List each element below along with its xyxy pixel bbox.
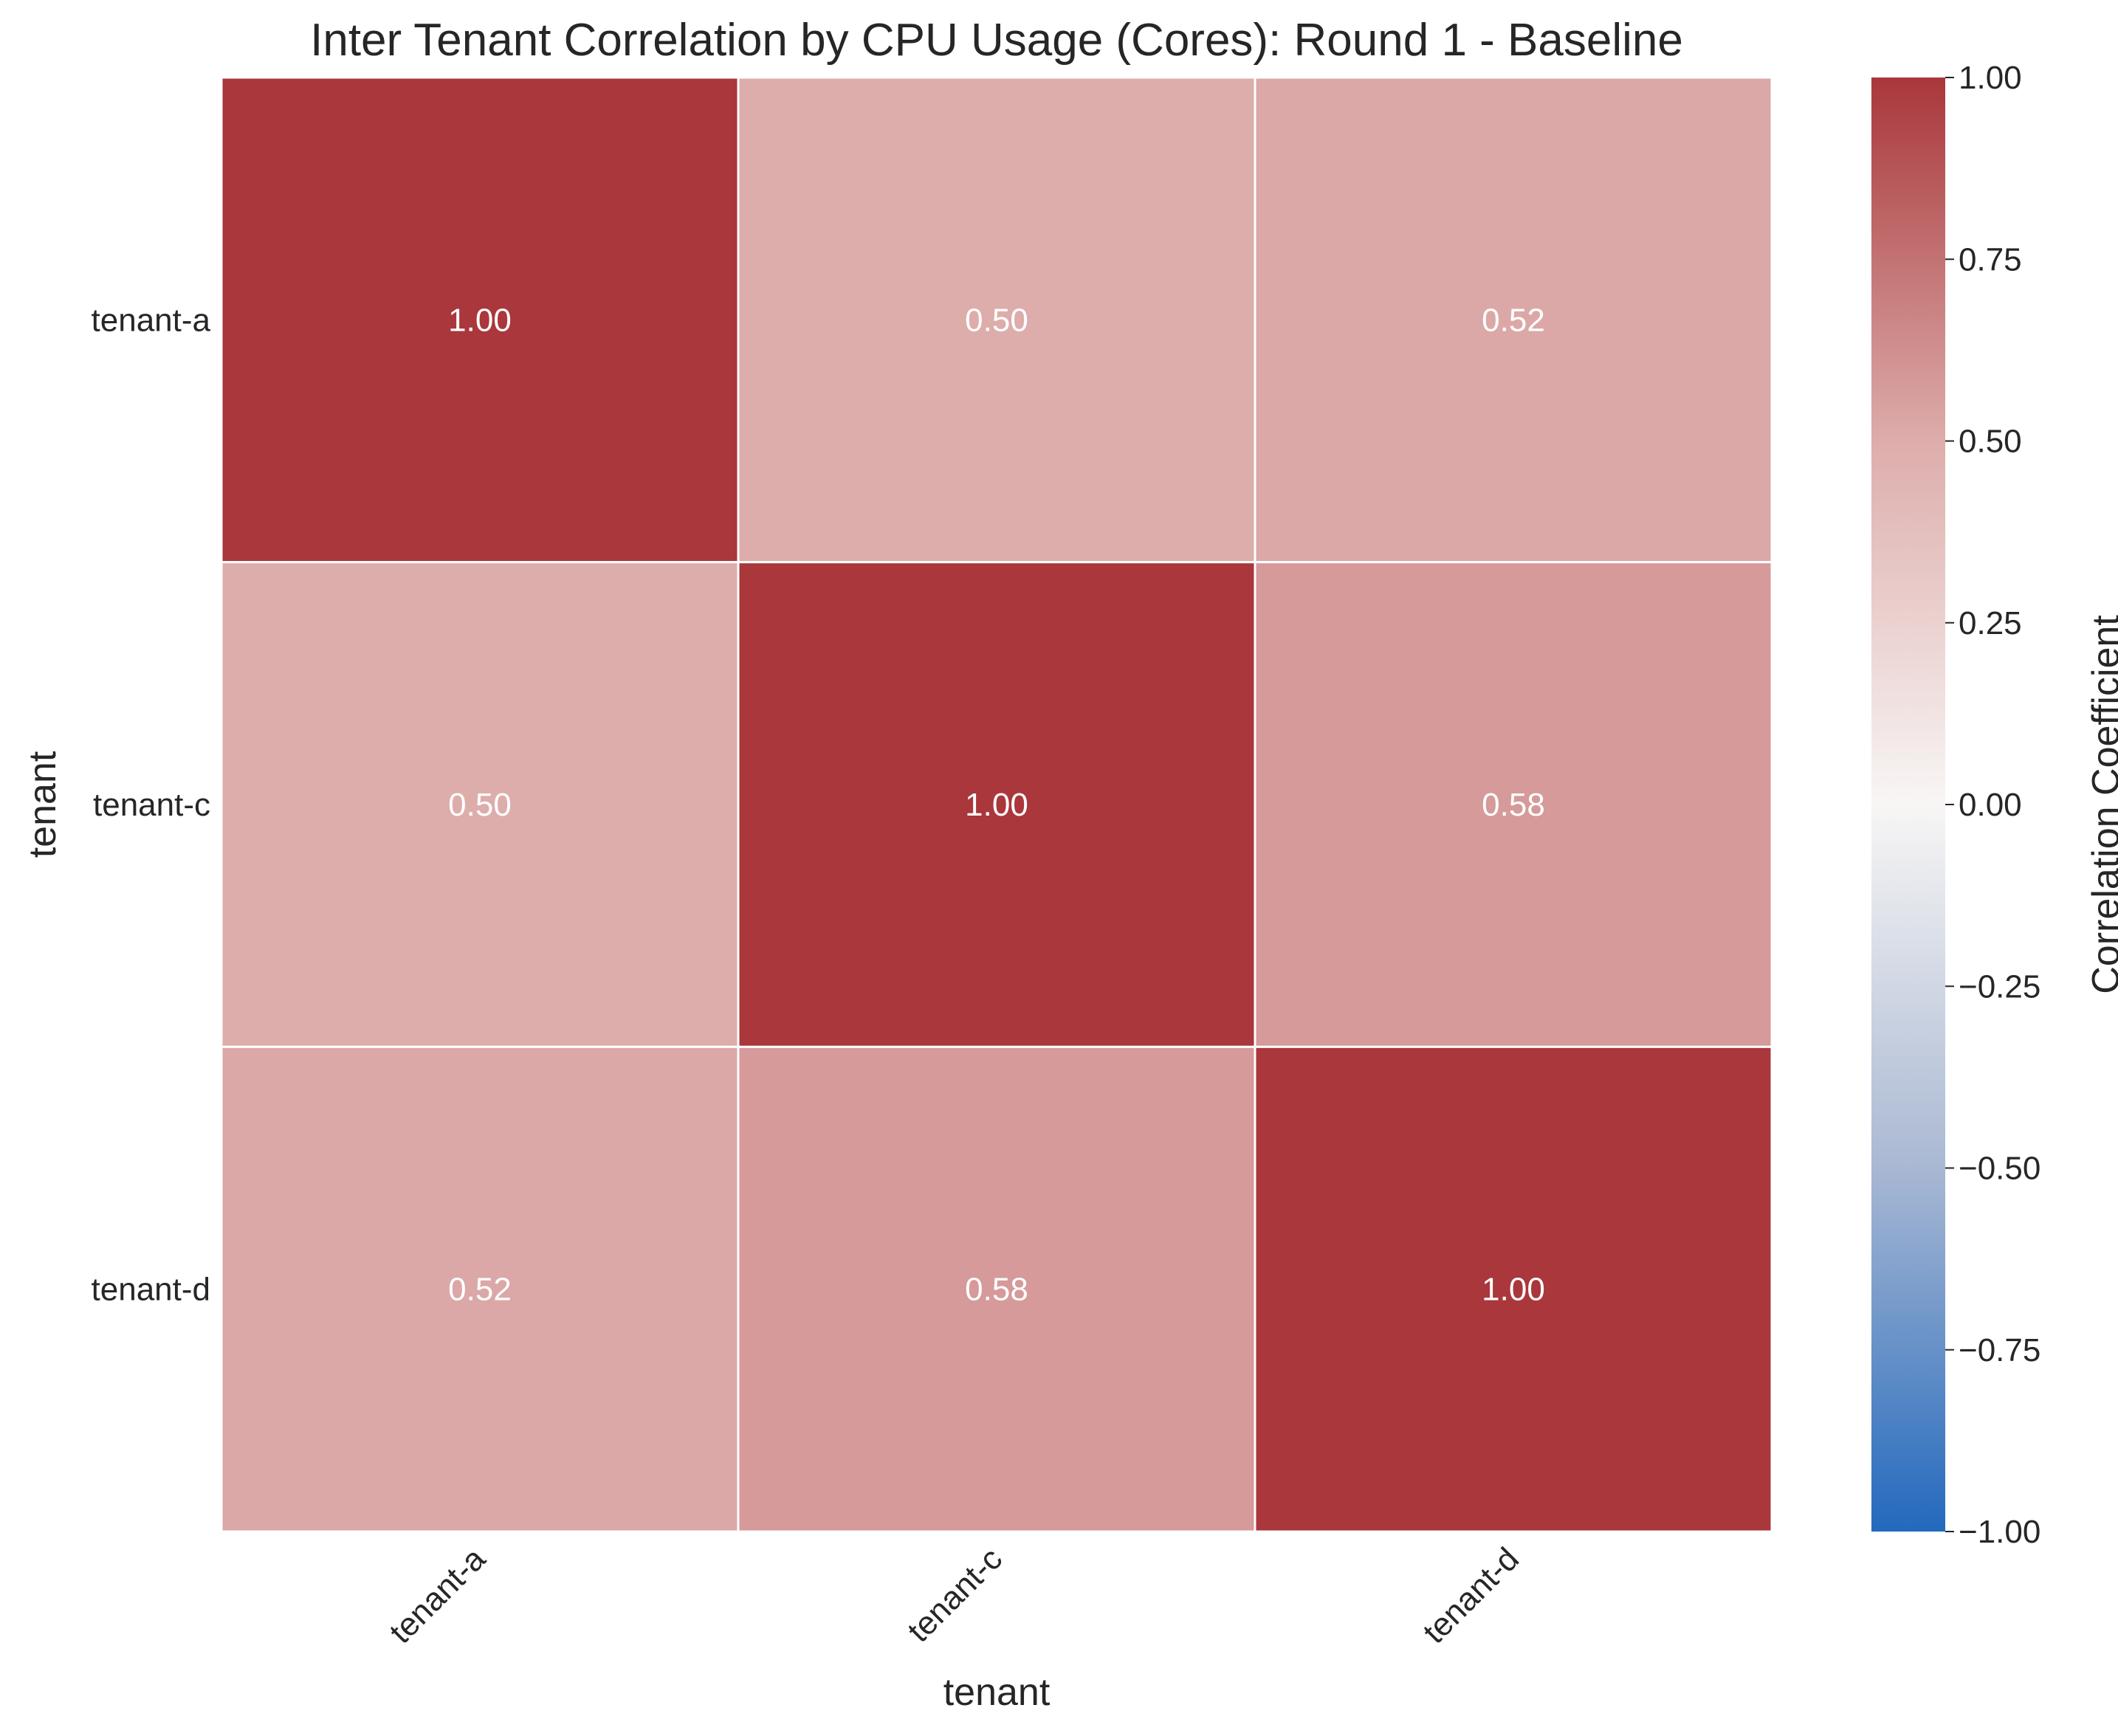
cell-value-label: 1.00: [448, 302, 512, 338]
heatmap-cell: [1254, 1045, 1773, 1533]
heatmap-cells: [220, 76, 1773, 1533]
cell-value-label: 0.58: [1482, 787, 1545, 823]
colorbar-tick-label: −0.25: [1959, 968, 2040, 1005]
colorbar-tick-label: 0.50: [1959, 424, 2022, 460]
y-tick-label: tenant-c: [93, 787, 210, 823]
heatmap-cell: [1254, 76, 1773, 564]
cell-value-label: 1.00: [965, 787, 1028, 823]
cell-value-label: 1.00: [1482, 1272, 1545, 1308]
colorbar-tick-label: 0.75: [1959, 241, 2022, 278]
colorbar-tick-label: 1.00: [1959, 60, 2022, 96]
colorbar-label: Correlation Coefficient: [2085, 615, 2118, 994]
y-axis-ticks: tenant-a tenant-c tenant-d: [92, 302, 211, 1307]
colorbar-tick-label: 0.00: [1959, 787, 2022, 823]
cell-value-label: 0.50: [965, 302, 1028, 338]
colorbar-tick-label: −0.75: [1959, 1332, 2040, 1368]
x-axis-label: tenant: [943, 1671, 1051, 1714]
heatmap-cell: [220, 1045, 740, 1533]
heatmap-cell: [737, 76, 1256, 564]
heatmap-cell: [220, 76, 740, 564]
heatmap-cell: [737, 1045, 1256, 1533]
cell-value-label: 0.52: [1482, 302, 1545, 338]
cell-value-label: 0.52: [448, 1272, 512, 1308]
chart-title: Inter Tenant Correlation by CPU Usage (C…: [310, 15, 1683, 66]
heatmap-cell-labels: 1.00 0.50 0.52 0.50 1.00 0.58 0.52 0.58 1.00: [448, 302, 1545, 1307]
colorbar-tick-label: −0.50: [1959, 1151, 2040, 1187]
heatmap-cell: [1254, 561, 1773, 1048]
y-tick-label: tenant-a: [92, 302, 211, 338]
colorbar-ticks: 1.00 0.75 0.50 0.25 0.00 −0.25 −0.50 −0.75 −1.00: [1945, 60, 2040, 1550]
heatmap-cell: [220, 561, 740, 1048]
y-tick-label: tenant-d: [92, 1272, 210, 1308]
cell-value-label: 0.50: [448, 787, 512, 823]
colorbar-tick-label: −1.00: [1959, 1514, 2040, 1550]
cell-value-label: 0.58: [965, 1272, 1028, 1308]
y-axis-label: tenant: [21, 751, 64, 858]
colorbar-tick-label: 0.25: [1959, 605, 2022, 641]
colorbar: [1871, 78, 1945, 1532]
